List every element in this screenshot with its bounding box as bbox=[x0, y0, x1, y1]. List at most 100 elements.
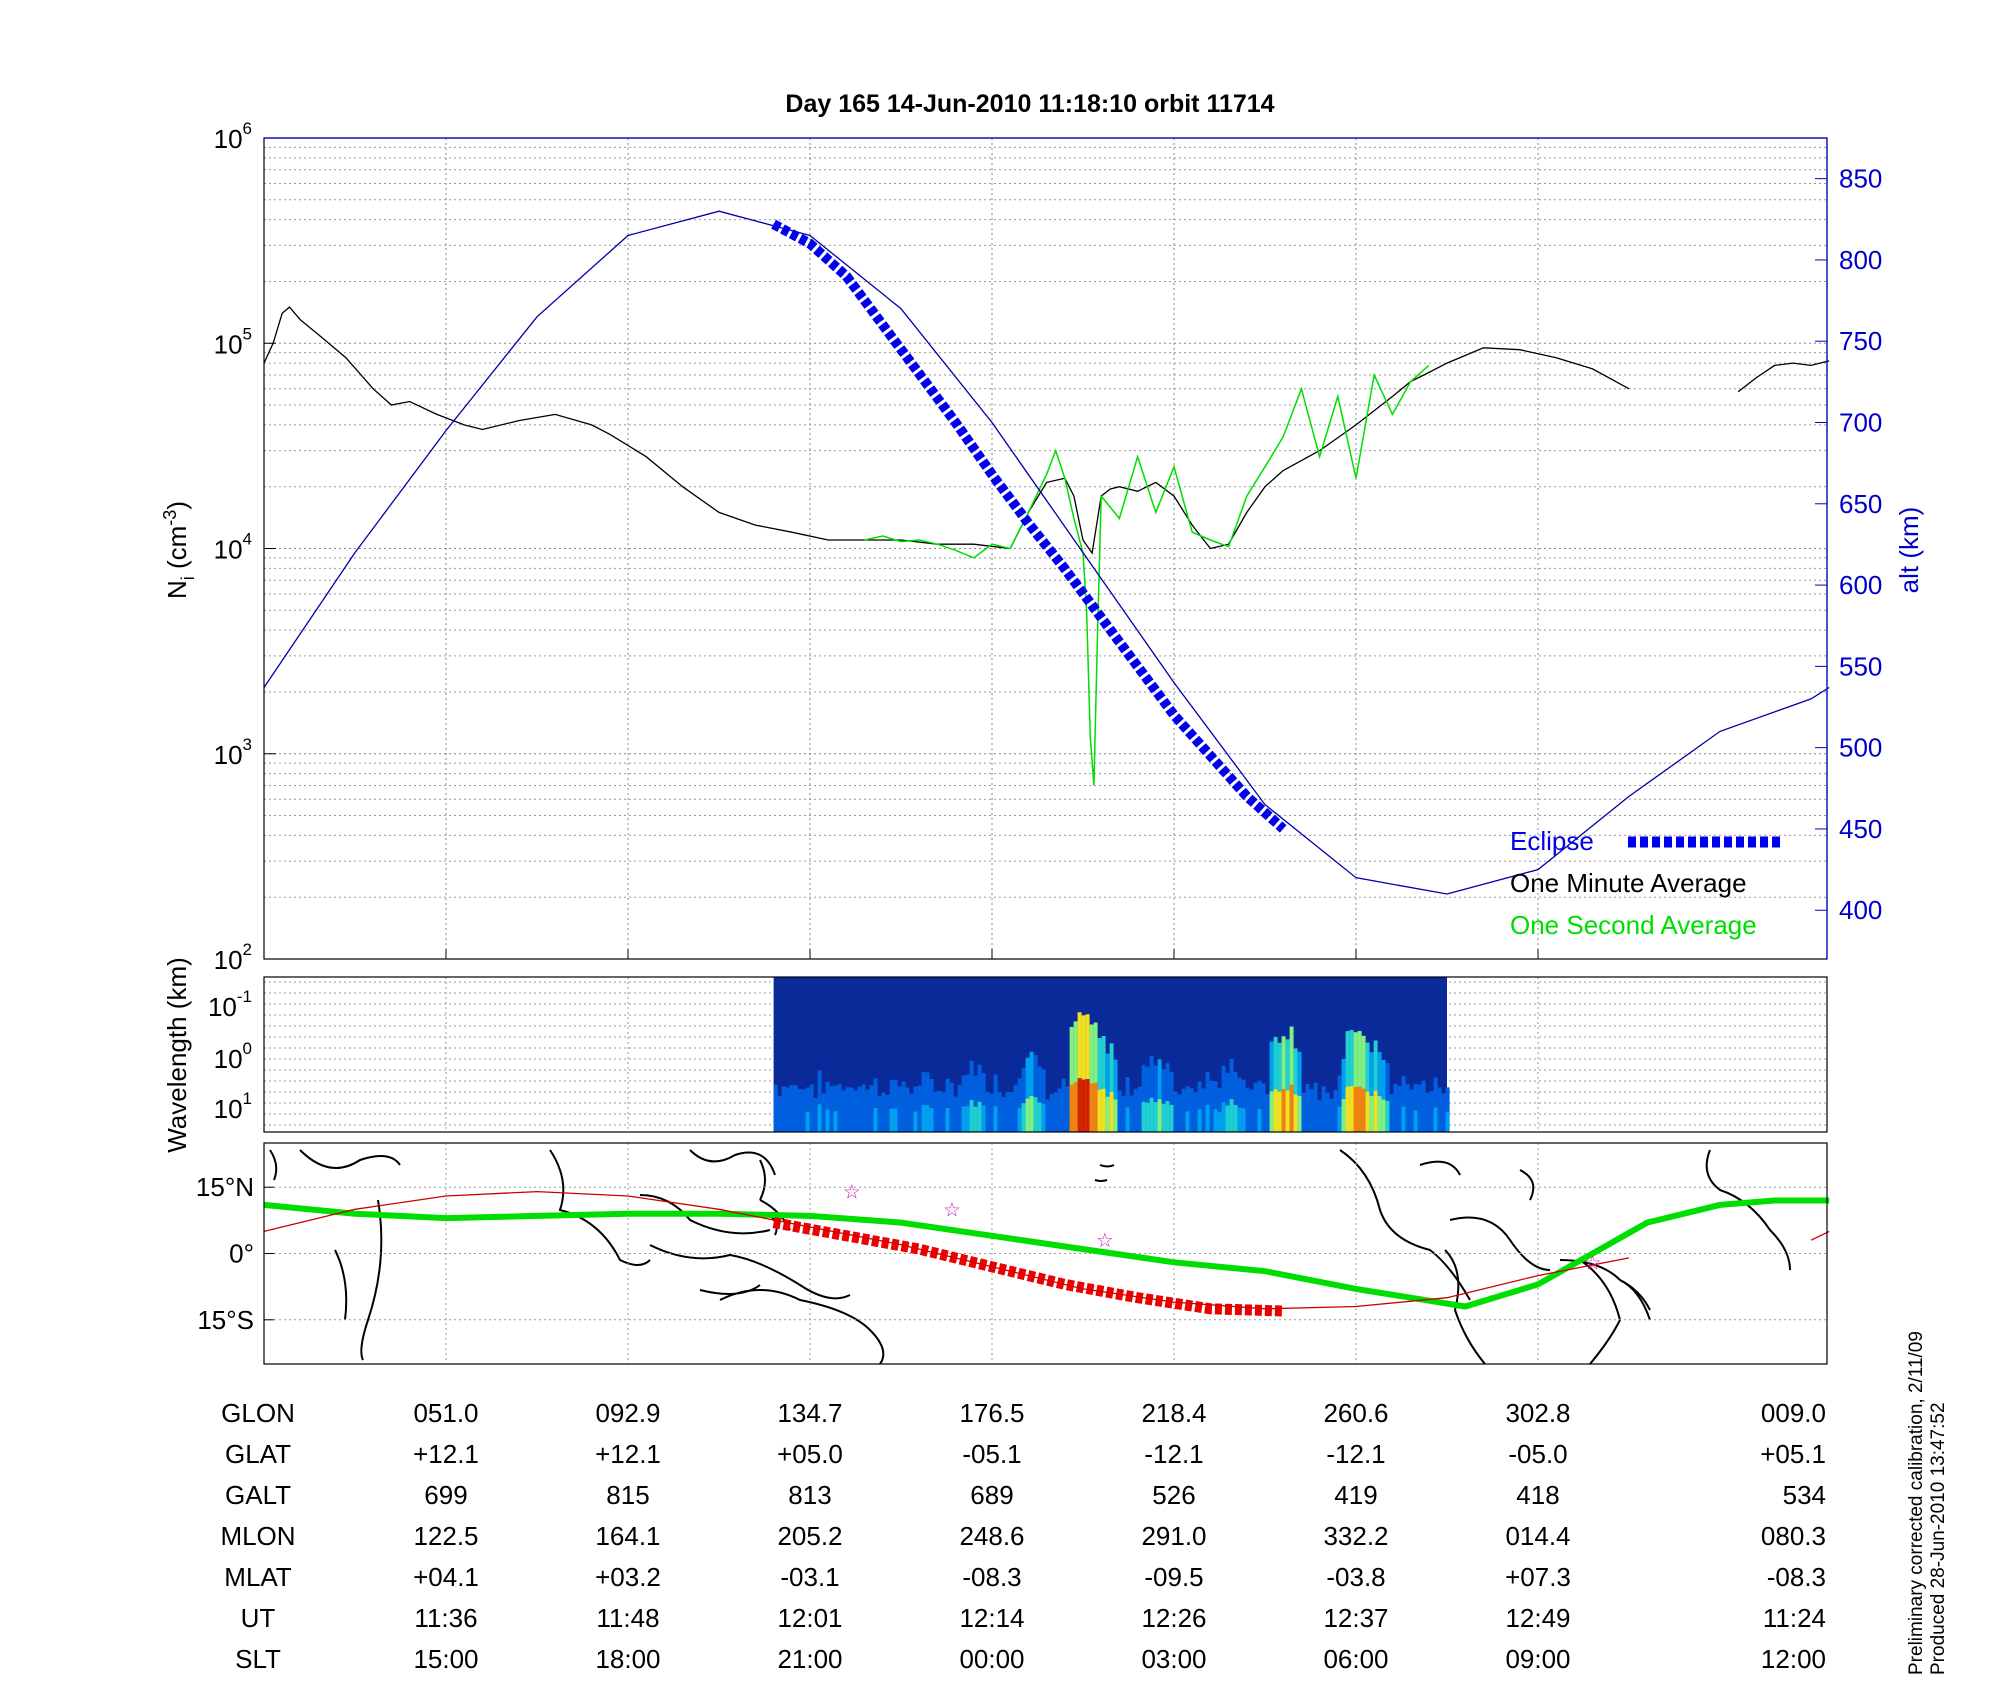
spectrogram-column-core bbox=[1077, 1078, 1082, 1132]
spectrogram-column bbox=[1421, 1080, 1426, 1132]
magnetic-equator-line bbox=[263, 1190, 1830, 1310]
spectrogram-column bbox=[1425, 1092, 1430, 1132]
spectrogram-column bbox=[1005, 1092, 1010, 1132]
spectrogram-column bbox=[1209, 1080, 1214, 1132]
spectrogram-column-core bbox=[865, 1113, 870, 1132]
spectrogram-column-core bbox=[1209, 1109, 1214, 1132]
spectrogram-column bbox=[1129, 1095, 1134, 1132]
spectrogram-column bbox=[1205, 1071, 1210, 1132]
spectrogram-column-core bbox=[1165, 1101, 1170, 1132]
y2-axis-label: alt (km) bbox=[1894, 507, 1924, 594]
table-cell: 11:24 bbox=[1763, 1603, 1826, 1633]
table-cell: 815 bbox=[606, 1480, 649, 1510]
spectrogram-column bbox=[881, 1092, 886, 1132]
spectrogram-column-core bbox=[993, 1106, 998, 1132]
spectrogram-column-core bbox=[1273, 1089, 1278, 1132]
spectrogram-column bbox=[1073, 1021, 1078, 1132]
eclipse-segment bbox=[771, 219, 1287, 833]
spectrogram-column-core bbox=[1413, 1110, 1418, 1132]
spectrogram-column-core bbox=[953, 1116, 958, 1132]
spectrogram-column bbox=[1397, 1085, 1402, 1132]
table-cell: +03.2 bbox=[595, 1562, 661, 1592]
spectrogram-column-core bbox=[1229, 1099, 1234, 1132]
spectrogram-column bbox=[1161, 1069, 1166, 1132]
spectrogram-column bbox=[1061, 1078, 1066, 1132]
spectrogram-column-core bbox=[933, 1113, 938, 1132]
series-layer bbox=[263, 210, 1830, 895]
spectrogram-column bbox=[1141, 1064, 1146, 1132]
spectrogram-column bbox=[1201, 1088, 1206, 1132]
spectrogram-column-core bbox=[1397, 1111, 1402, 1132]
legend-second-label: One Second Average bbox=[1510, 910, 1757, 940]
spectrogram-column-core bbox=[1009, 1114, 1014, 1132]
spectrogram-column bbox=[1169, 1071, 1174, 1132]
spectrogram-column-core bbox=[1125, 1107, 1130, 1132]
spectrogram-column-core bbox=[957, 1110, 962, 1132]
spectrogram-column-core bbox=[829, 1111, 834, 1132]
spectrogram-column-core bbox=[849, 1112, 854, 1132]
spectrogram-column bbox=[1221, 1065, 1226, 1132]
spectrogram-column-core bbox=[1333, 1113, 1338, 1132]
spectrogram-column bbox=[1213, 1081, 1218, 1132]
spectrogram-column bbox=[873, 1078, 878, 1132]
table-cell: 12:26 bbox=[1141, 1603, 1206, 1633]
spectrogram-column-core bbox=[1389, 1114, 1394, 1132]
spectrogram-column bbox=[949, 1082, 954, 1132]
spectrogram-column bbox=[1237, 1077, 1242, 1132]
spectrogram-column-core bbox=[1365, 1091, 1370, 1132]
legend-minute-label: One Minute Average bbox=[1510, 868, 1747, 898]
table-cell: -09.5 bbox=[1144, 1562, 1203, 1592]
spectrogram-column bbox=[909, 1093, 914, 1132]
spectrogram-column bbox=[977, 1064, 982, 1132]
table-cell: 014.4 bbox=[1505, 1521, 1570, 1551]
y2-tick-label: 700 bbox=[1839, 408, 1882, 438]
spectrogram-column bbox=[1273, 1036, 1278, 1132]
table-cell: 260.6 bbox=[1323, 1398, 1388, 1428]
table-cell: -12.1 bbox=[1144, 1439, 1203, 1469]
spectrogram-column bbox=[1409, 1089, 1414, 1132]
table-cell: 009.0 bbox=[1761, 1398, 1826, 1428]
spectrogram-column-core bbox=[873, 1107, 878, 1132]
spectrogram-column-core bbox=[853, 1113, 858, 1132]
spectrogram-column bbox=[937, 1090, 942, 1132]
spectrogram-column-core bbox=[1385, 1100, 1390, 1132]
spectrogram-column bbox=[1121, 1096, 1126, 1132]
spectrogram-column bbox=[1105, 1053, 1110, 1132]
spectrogram-column-core bbox=[793, 1110, 798, 1132]
spectrogram-column-core bbox=[1445, 1111, 1450, 1132]
table-cell: 051.0 bbox=[413, 1398, 478, 1428]
spectrogram-column bbox=[1317, 1100, 1322, 1132]
spectrogram-column bbox=[1117, 1090, 1122, 1132]
spectrogram-column bbox=[1293, 1048, 1298, 1132]
spectrogram-column-core bbox=[1417, 1110, 1422, 1132]
spectrogram-column-core bbox=[1021, 1103, 1026, 1132]
spectrogram-column bbox=[1173, 1091, 1178, 1132]
spectrogram-column bbox=[1189, 1088, 1194, 1132]
spectrogram-column-core bbox=[1261, 1110, 1266, 1132]
spectrogram-column-core bbox=[1325, 1114, 1330, 1132]
table-cell: 092.9 bbox=[595, 1398, 660, 1428]
spectrogram-y-tick-label: 101 bbox=[214, 1089, 252, 1124]
y-tick-label: 102 bbox=[214, 940, 252, 975]
spectrogram-column-core bbox=[937, 1113, 942, 1132]
spectrogram-column-core bbox=[1217, 1112, 1222, 1132]
spectrogram-column bbox=[1241, 1079, 1246, 1132]
spectrogram-column bbox=[773, 1084, 778, 1132]
y2-tick-label: 650 bbox=[1839, 489, 1882, 519]
spectrogram-column bbox=[1253, 1082, 1258, 1132]
spectrogram-column-core bbox=[1105, 1096, 1110, 1132]
spectrogram-column bbox=[1153, 1065, 1158, 1132]
spectrogram-column bbox=[957, 1084, 962, 1132]
spectrogram-column-core bbox=[1373, 1090, 1378, 1132]
spectrogram-column-core bbox=[1181, 1112, 1186, 1132]
spectrogram-column bbox=[829, 1086, 834, 1132]
spectrogram-column-core bbox=[925, 1105, 930, 1132]
spectrogram-column bbox=[1353, 1032, 1358, 1132]
coast-africa-north bbox=[269, 1149, 401, 1181]
map-y-tick-label: 15°S bbox=[197, 1305, 254, 1335]
spectrogram-column-core bbox=[1201, 1112, 1206, 1132]
spectrogram-column bbox=[993, 1074, 998, 1132]
spectrogram-column bbox=[1413, 1084, 1418, 1132]
spectrogram-column-core bbox=[1141, 1101, 1146, 1132]
